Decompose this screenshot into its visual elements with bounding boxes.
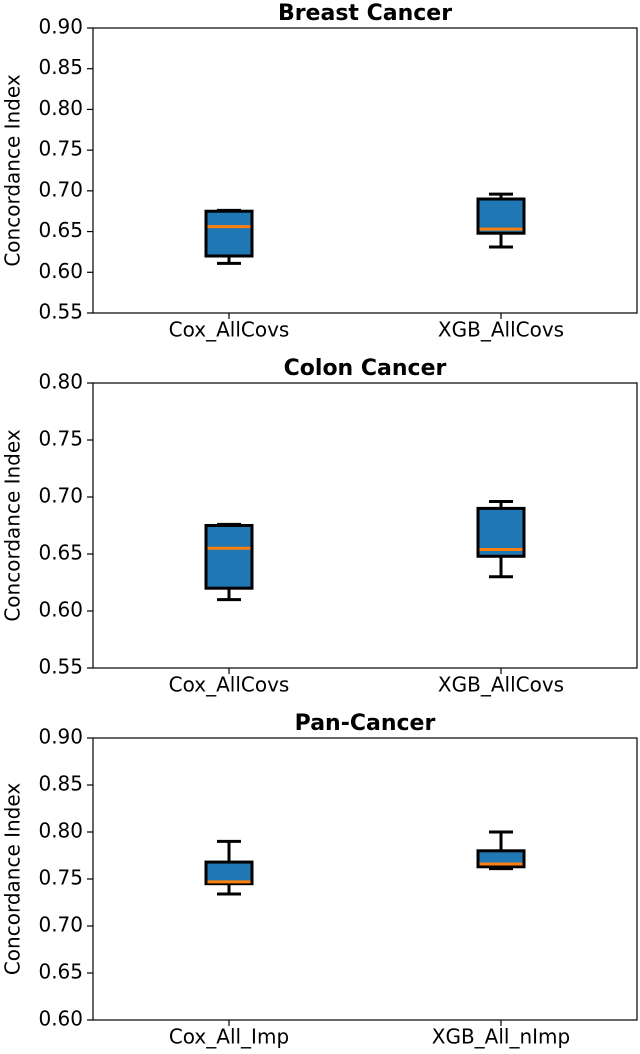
y-tick-label: 0.85: [38, 55, 83, 79]
y-tick-label: 0.70: [38, 177, 83, 201]
plot-frame: [92, 27, 638, 314]
y-tick-label: 0.65: [38, 541, 83, 565]
box: [204, 209, 254, 258]
box: [476, 197, 526, 235]
y-tick-label: 0.85: [38, 772, 83, 796]
y-axis-label: Concordance Index: [1, 783, 25, 975]
y-tick-label: 0.55: [38, 300, 83, 324]
x-tick-label: Cox_AllCovs: [169, 318, 290, 342]
y-tick-label: 0.90: [38, 15, 83, 39]
y-tick-label: 0.65: [38, 218, 83, 242]
y-tick-label: 0.80: [38, 370, 83, 394]
box: [204, 524, 254, 590]
chart-title: Breast Cancer: [278, 1, 452, 26]
y-tick-label: 0.60: [38, 598, 83, 622]
y-tick-label: 0.70: [38, 913, 83, 937]
chart-title: Pan-Cancer: [295, 711, 436, 736]
y-tick-label: 0.70: [38, 484, 83, 508]
y-tick-label: 0.90: [38, 725, 83, 749]
box: [204, 860, 254, 886]
y-axis-label: Concordance Index: [1, 429, 25, 621]
y-tick-label: 0.80: [38, 819, 83, 843]
x-tick-label: XGB_All_nImp: [432, 1025, 570, 1049]
y-tick-label: 0.60: [38, 1007, 83, 1031]
y-axis-label: Concordance Index: [1, 74, 25, 266]
x-tick-label: Cox_AllCovs: [169, 673, 290, 697]
plot-frame: [92, 382, 638, 669]
y-tick-label: 0.80: [38, 96, 83, 120]
y-tick-label: 0.75: [38, 866, 83, 890]
plot-frame: [92, 737, 638, 1021]
x-tick-label: Cox_All_Imp: [169, 1025, 289, 1049]
y-tick-label: 0.75: [38, 427, 83, 451]
y-tick-label: 0.55: [38, 655, 83, 679]
y-tick-label: 0.60: [38, 259, 83, 283]
chart-title: Colon Cancer: [284, 356, 447, 381]
x-tick-label: XGB_AllCovs: [438, 673, 564, 697]
y-tick-label: 0.75: [38, 137, 83, 161]
y-tick-label: 0.65: [38, 960, 83, 984]
x-tick-label: XGB_AllCovs: [438, 318, 564, 342]
